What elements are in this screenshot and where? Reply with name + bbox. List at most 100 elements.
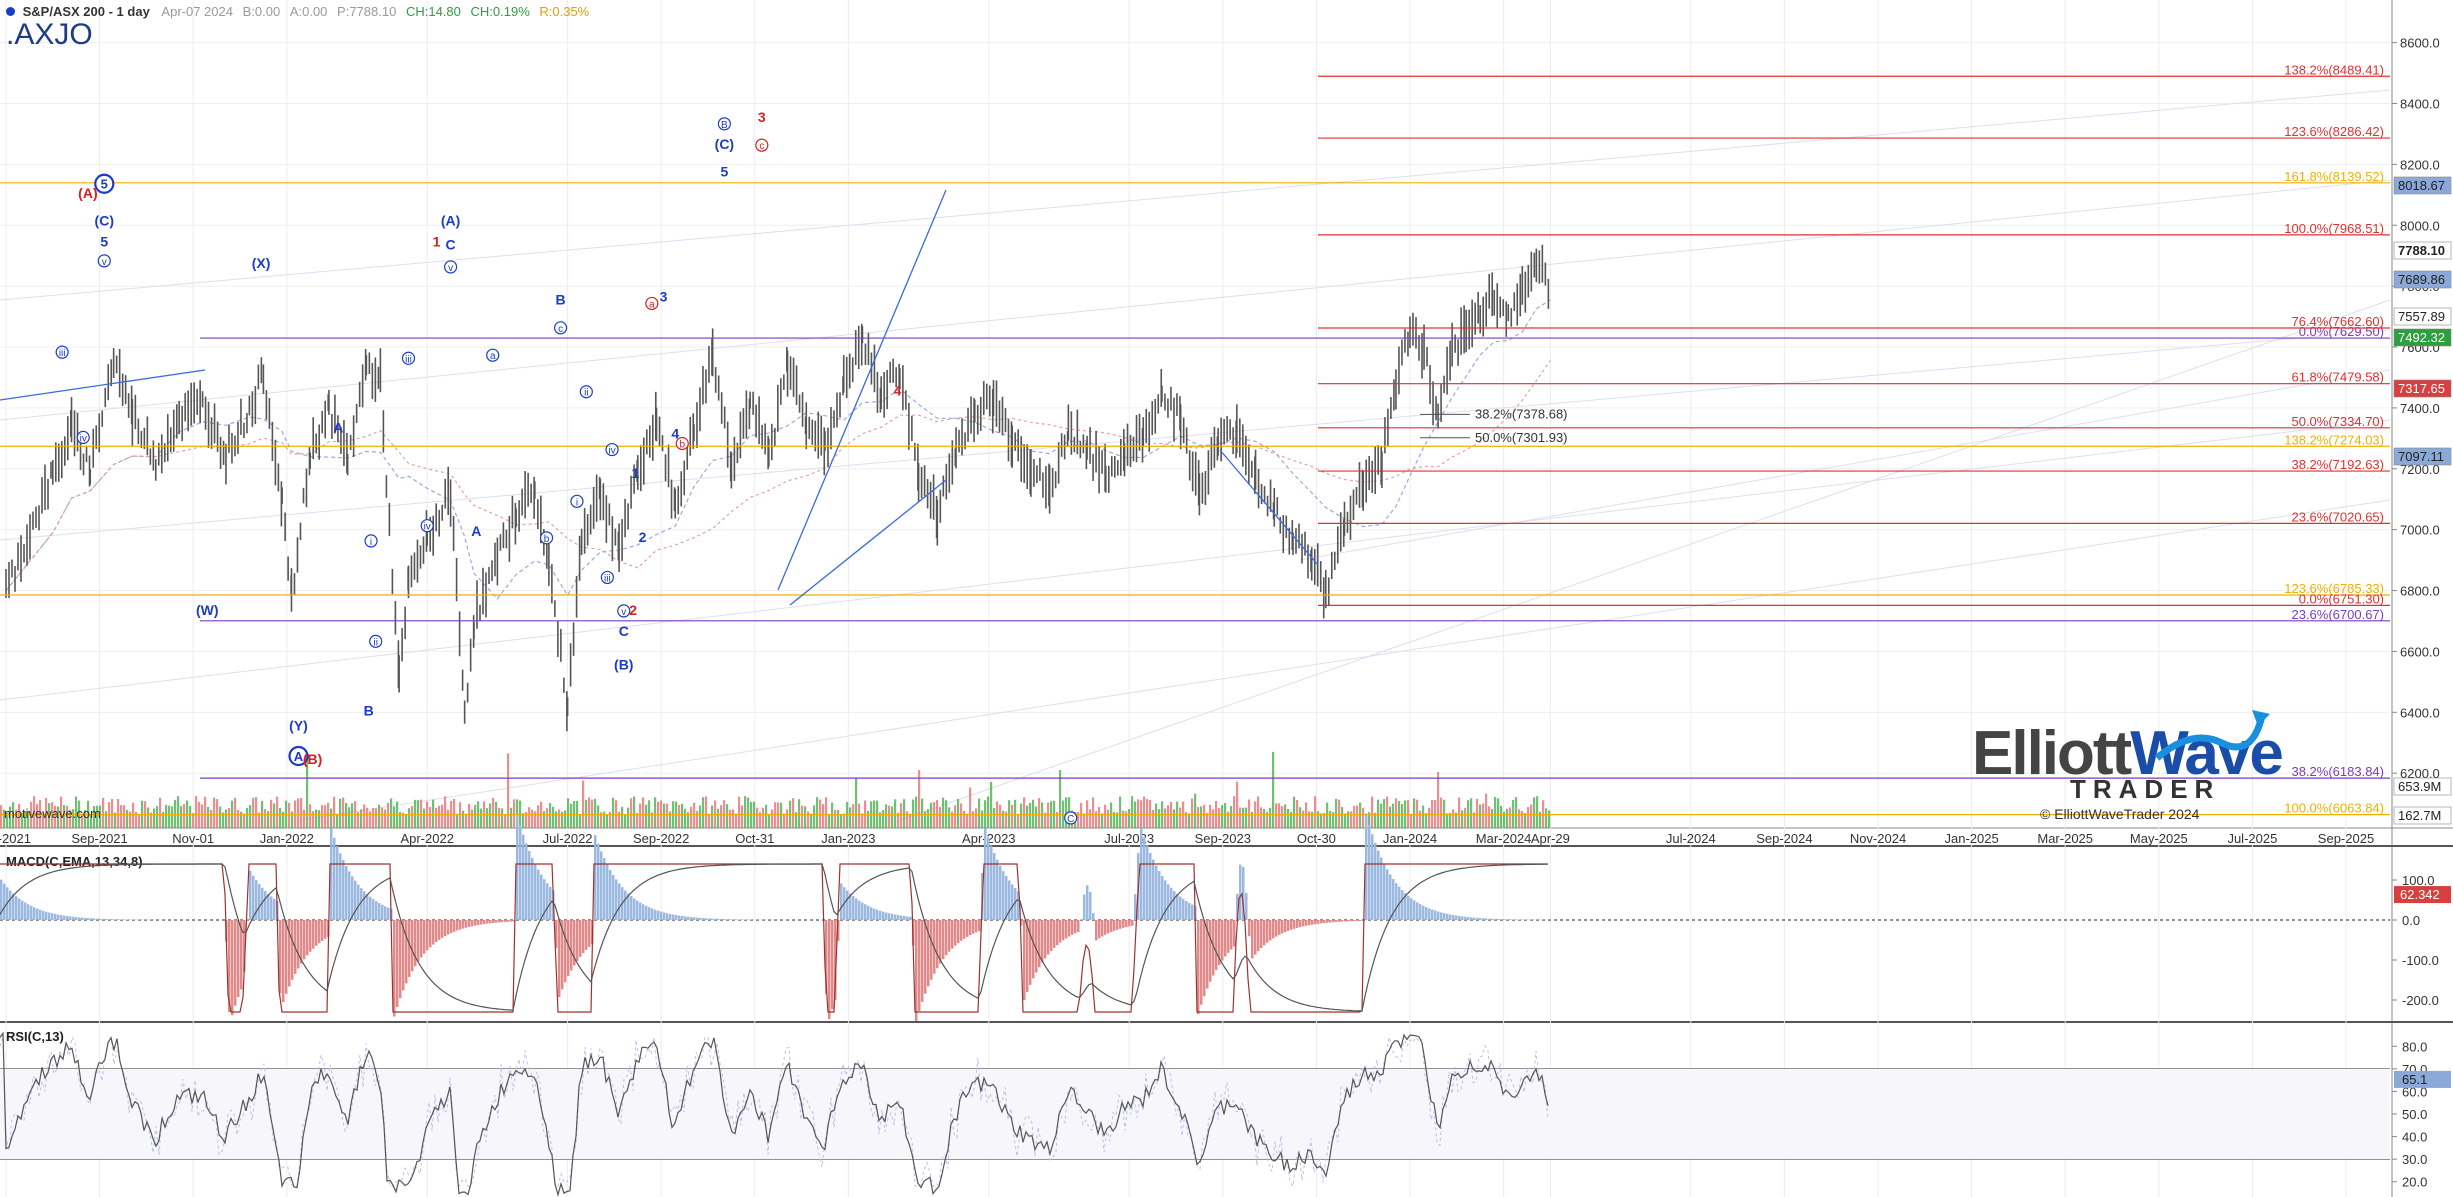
rsi-tick-label: 20.0: [2402, 1175, 2427, 1190]
macd-hist-bar: [1437, 911, 1440, 920]
volume-bar: [564, 810, 567, 828]
macd-hist-bar: [366, 894, 369, 920]
macd-hist-bar: [537, 869, 540, 920]
volume-bar: [1473, 812, 1476, 828]
macd-hist-bar: [633, 898, 636, 920]
macd-hist-bar: [681, 916, 684, 920]
macd-hist-bar: [18, 898, 21, 920]
wave-label: (A): [78, 185, 97, 201]
volume-bar: [651, 812, 654, 828]
volume-bar: [1251, 811, 1254, 828]
macd-hist-bar: [1017, 891, 1020, 920]
macd-hist-bar: [1317, 920, 1320, 924]
volume-bar: [33, 796, 36, 828]
macd-hist-bar: [1089, 892, 1092, 920]
chart-header: S&P/ASX 200 - 1 day Apr-07 2024 B:0.00 A…: [6, 4, 589, 19]
volume-bar: [327, 802, 330, 828]
volume-bar: [168, 805, 171, 828]
macd-hist-bar: [579, 920, 582, 957]
volume-bar: [1503, 811, 1506, 828]
macd-hist-bar: [1479, 918, 1482, 920]
macd-hist-bar: [1461, 916, 1464, 920]
macd-hist-bar: [975, 920, 978, 933]
volume-bar: [360, 809, 363, 828]
volume-bar: [1452, 809, 1455, 828]
macd-hist-bar: [1509, 919, 1512, 920]
volume-bar: [303, 809, 306, 828]
macd-hist-bar: [354, 880, 357, 920]
macd-hist-bar: [951, 920, 954, 949]
macd-hist-bar: [456, 920, 459, 931]
price-box-label: 8018.67: [2398, 178, 2445, 193]
volume-bar: [906, 811, 909, 828]
macd-hist-bar: [117, 919, 120, 920]
price-box-label: 162.7M: [2398, 808, 2441, 823]
macd-hist-bar: [87, 918, 90, 920]
macd-hist-bar: [963, 920, 966, 939]
volume-bar: [69, 809, 72, 828]
volume-bar: [1527, 807, 1530, 828]
price-box-label: 7492.32: [2398, 330, 2445, 345]
macd-hist-bar: [600, 851, 603, 920]
macd-hist-bar: [285, 920, 288, 994]
macd-hist-bar: [1059, 920, 1062, 943]
volume-bar: [336, 813, 339, 828]
macd-hist-bar: [1047, 920, 1050, 955]
price-box: [2393, 241, 2452, 260]
macd-hist-bar: [885, 912, 888, 920]
volume-bar: [1038, 798, 1041, 828]
volume-bar: [138, 813, 141, 828]
macd-hist-bar: [1374, 842, 1377, 920]
volume-bar: [1524, 812, 1527, 828]
macd-hist-bar: [909, 916, 912, 920]
volume-bar: [879, 812, 882, 828]
volume-bar: [609, 811, 612, 828]
volume-bar: [1209, 804, 1212, 828]
volume-bar: [1413, 798, 1416, 828]
x-tick-label: Nov-01: [172, 831, 214, 846]
volume-bar: [312, 811, 315, 828]
volume-bar: [0, 805, 3, 828]
macd-hist-bar: [228, 920, 231, 1012]
macd-hist-bar: [1266, 920, 1269, 943]
volume-bar: [1350, 811, 1353, 828]
volume-bar: [936, 800, 939, 828]
wave-label: (C): [95, 212, 114, 228]
volume-bar: [474, 805, 477, 828]
macd-hist-bar: [21, 900, 24, 920]
macd-hist-bar: [1341, 920, 1344, 922]
volume-bar: [1446, 813, 1449, 828]
macd-hist-bar: [9, 890, 12, 920]
volume-bar: [978, 798, 981, 828]
macd-hist-bar: [1413, 900, 1416, 920]
volume-bar: [669, 811, 672, 828]
wave-label-ring: [755, 138, 769, 152]
macd-hist-bar: [1296, 920, 1299, 928]
macd-hist-bar: [399, 920, 402, 999]
volume-bar: [1329, 810, 1332, 828]
macd-hist-bar: [1467, 917, 1470, 920]
macd-hist-bar: [855, 898, 858, 920]
volume-bar: [183, 804, 186, 828]
macd-hist-bar: [48, 912, 51, 920]
macd-hist-bar: [447, 920, 450, 935]
macd-hist-bar: [381, 904, 384, 920]
macd-hist-bar: [267, 893, 270, 920]
macd-hist-bar: [1329, 920, 1332, 923]
wave-label: (X): [252, 255, 271, 271]
macd-hist-bar: [915, 920, 918, 1022]
volume-bar: [1257, 796, 1260, 828]
x-tick-label: Oct-31: [735, 831, 774, 846]
macd-hist-bar: [420, 920, 423, 958]
macd-hist-bar: [1077, 920, 1080, 933]
macd-hist-bar: [1167, 884, 1170, 920]
volume-bar: [300, 798, 303, 828]
volume-bar: [1218, 808, 1221, 828]
volume-bar: [939, 807, 942, 828]
volume-bar: [441, 804, 444, 828]
volume-bar: [1389, 806, 1392, 828]
macd-signal-line: [0, 863, 1548, 1012]
volume-bar: [72, 809, 75, 828]
volume-bar: [1191, 798, 1194, 828]
